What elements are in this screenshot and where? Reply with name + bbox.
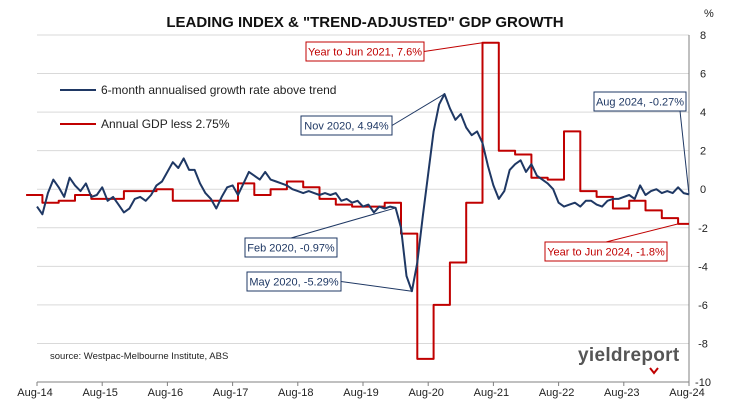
y-tick-label: 8 — [700, 30, 706, 42]
source-note: source: Westpac-Melbourne Institute, ABS — [50, 351, 228, 362]
annotation-label: Year to Jun 2024, -1.8% — [547, 247, 665, 259]
y-tick-label: 4 — [700, 107, 706, 119]
series-layer — [26, 41, 690, 360]
logo-tick-icon — [649, 367, 659, 375]
y-unit-label: % — [704, 8, 714, 20]
series-line-gdp — [26, 41, 689, 360]
y-tick-label: -8 — [698, 338, 708, 350]
x-tick-label: Aug-20 — [408, 387, 443, 399]
x-tick-label: Aug-22 — [539, 387, 574, 399]
y-tick-labels: -10 -8 -6 -4 -2 0 2 4 6 8 — [695, 30, 711, 389]
annotation-label: Feb 2020, -0.97% — [247, 243, 335, 255]
grid — [37, 34, 689, 344]
x-tick-labels: Aug-14 Aug-15 Aug-16 Aug-17 Aug-18 Aug-19 Aug-… — [17, 387, 704, 399]
yieldreport-logo: yieldreport — [578, 345, 680, 375]
annotation-leader — [290, 207, 396, 239]
chart-title: LEADING INDEX & "TREND-ADJUSTED" GDP GRO… — [166, 14, 563, 31]
annotation-leader — [605, 223, 679, 243]
annotation-box — [305, 41, 425, 62]
y-tick-label: 2 — [700, 146, 706, 158]
legend: 6-month annualised growth rate above tre… — [60, 83, 336, 131]
y-tick-label: 0 — [700, 184, 706, 196]
annotation-label: Aug 2024, -0.27% — [596, 97, 684, 109]
y-tick-label: -4 — [698, 261, 708, 273]
x-tick-label: Aug-23 — [604, 387, 639, 399]
annotation-label: May 2020, -5.29% — [249, 277, 338, 289]
x-tick-label: Aug-21 — [474, 387, 509, 399]
logo-wordmark: yieldreport — [578, 345, 680, 366]
legend-label-leading-index: 6-month annualised growth rate above tre… — [101, 83, 336, 97]
x-tick-label: Aug-14 — [17, 387, 52, 399]
series-line-leading-index — [36, 93, 690, 293]
annotation-label: Year to Jun 2021, 7.6% — [308, 47, 422, 59]
y-tick-label: -10 — [695, 377, 711, 389]
annotation-box — [246, 271, 342, 292]
annotation-leader — [391, 93, 445, 126]
x-tick-label: Aug-19 — [343, 387, 378, 399]
annotation-leader — [340, 281, 412, 292]
y-tick-label: -6 — [698, 300, 708, 312]
annotation-leader — [423, 42, 483, 52]
x-tick-label: Aug-18 — [278, 387, 313, 399]
legend-label-gdp: Annual GDP less 2.75% — [101, 117, 230, 131]
annotation-leader — [679, 110, 690, 195]
annotation-box — [544, 241, 668, 262]
annotation-box — [300, 115, 393, 136]
x-tick-label: Aug-17 — [213, 387, 248, 399]
x-tick-label: Aug-24 — [669, 387, 704, 399]
y-tick-label: -2 — [698, 223, 708, 235]
annotation-label: Nov 2020, 4.94% — [304, 121, 389, 133]
x-tick-label: Aug-16 — [148, 387, 183, 399]
annotations: Year to Jun 2021, 7.6% Nov 2020, 4.94% Aug… — [244, 41, 690, 292]
y-tick-label: 6 — [700, 69, 706, 81]
axes — [36, 35, 690, 386]
x-tick-label: Aug-15 — [82, 387, 117, 399]
annotation-box — [244, 237, 338, 258]
annotation-box — [593, 91, 687, 112]
